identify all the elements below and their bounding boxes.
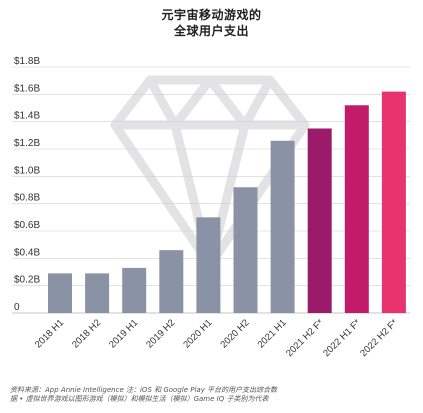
x-tick-label: 2021 H1: [256, 317, 289, 350]
bar-2020-h2: [233, 187, 258, 313]
bars: [48, 91, 406, 314]
chart-title-line-1: 元宇宙移动游戏的: [161, 8, 262, 22]
bar-2019-h1: [122, 267, 147, 313]
y-tick-label: $0.2B: [14, 275, 40, 286]
y-tick-label: $1.4B: [14, 111, 40, 122]
x-axis-tick-labels: 2018 H1 2018 H2 2019 H1 2019 H2 2020 H1 2020 …: [33, 317, 400, 359]
y-tick-label: $1.2B: [14, 138, 40, 149]
gridlines: [12, 66, 410, 314]
y-tick-label: 0: [14, 302, 20, 313]
chart-title-line-2: 全球用户支出: [173, 24, 249, 38]
bar-2022-h1-f: [344, 105, 369, 314]
bar-2018-h2: [85, 273, 110, 313]
y-tick-label: $1.6B: [14, 83, 40, 94]
x-tick-label: 2018 H1: [33, 317, 66, 350]
x-tick-label: 2022 H2 F*: [358, 317, 400, 359]
y-tick-label: $0.6B: [14, 220, 40, 231]
bar-2021-h2-f: [307, 128, 332, 313]
source-note-line-1: 资料来源：App Annie Intelligence 注：iOS 和 Goog…: [10, 386, 278, 394]
bar-2018-h1: [48, 273, 72, 313]
bar-2022-h2-f: [381, 91, 406, 313]
x-tick-label: 2022 H1 F*: [321, 317, 363, 359]
x-tick-label: 2020 H2: [218, 317, 251, 350]
bar-2021-h1: [270, 140, 295, 313]
source-note-line-2: 据 • 虚拟世界游戏以图形游戏（模拟）和模拟生活（模拟）Game IQ 子类别为…: [10, 395, 269, 403]
bar-2020-h1: [196, 217, 221, 313]
y-tick-label: $0.8B: [14, 193, 40, 204]
y-axis-tick-labels: 0 $0.2B $0.4B $0.6B $0.8B $1.0B $1.2B $1.4B $1.6…: [14, 56, 40, 313]
x-tick-label: 2018 H2: [70, 317, 103, 350]
y-tick-label: $1.0B: [14, 165, 40, 176]
bar-2019-h2: [159, 250, 184, 313]
y-tick-label: $1.8B: [14, 56, 40, 67]
x-tick-label: 2019 H1: [107, 317, 140, 350]
x-tick-label: 2019 H2: [144, 317, 177, 350]
x-tick-label: 2020 H1: [181, 317, 214, 350]
y-tick-label: $0.4B: [14, 247, 40, 258]
x-tick-label: 2021 H2 F*: [284, 317, 326, 359]
